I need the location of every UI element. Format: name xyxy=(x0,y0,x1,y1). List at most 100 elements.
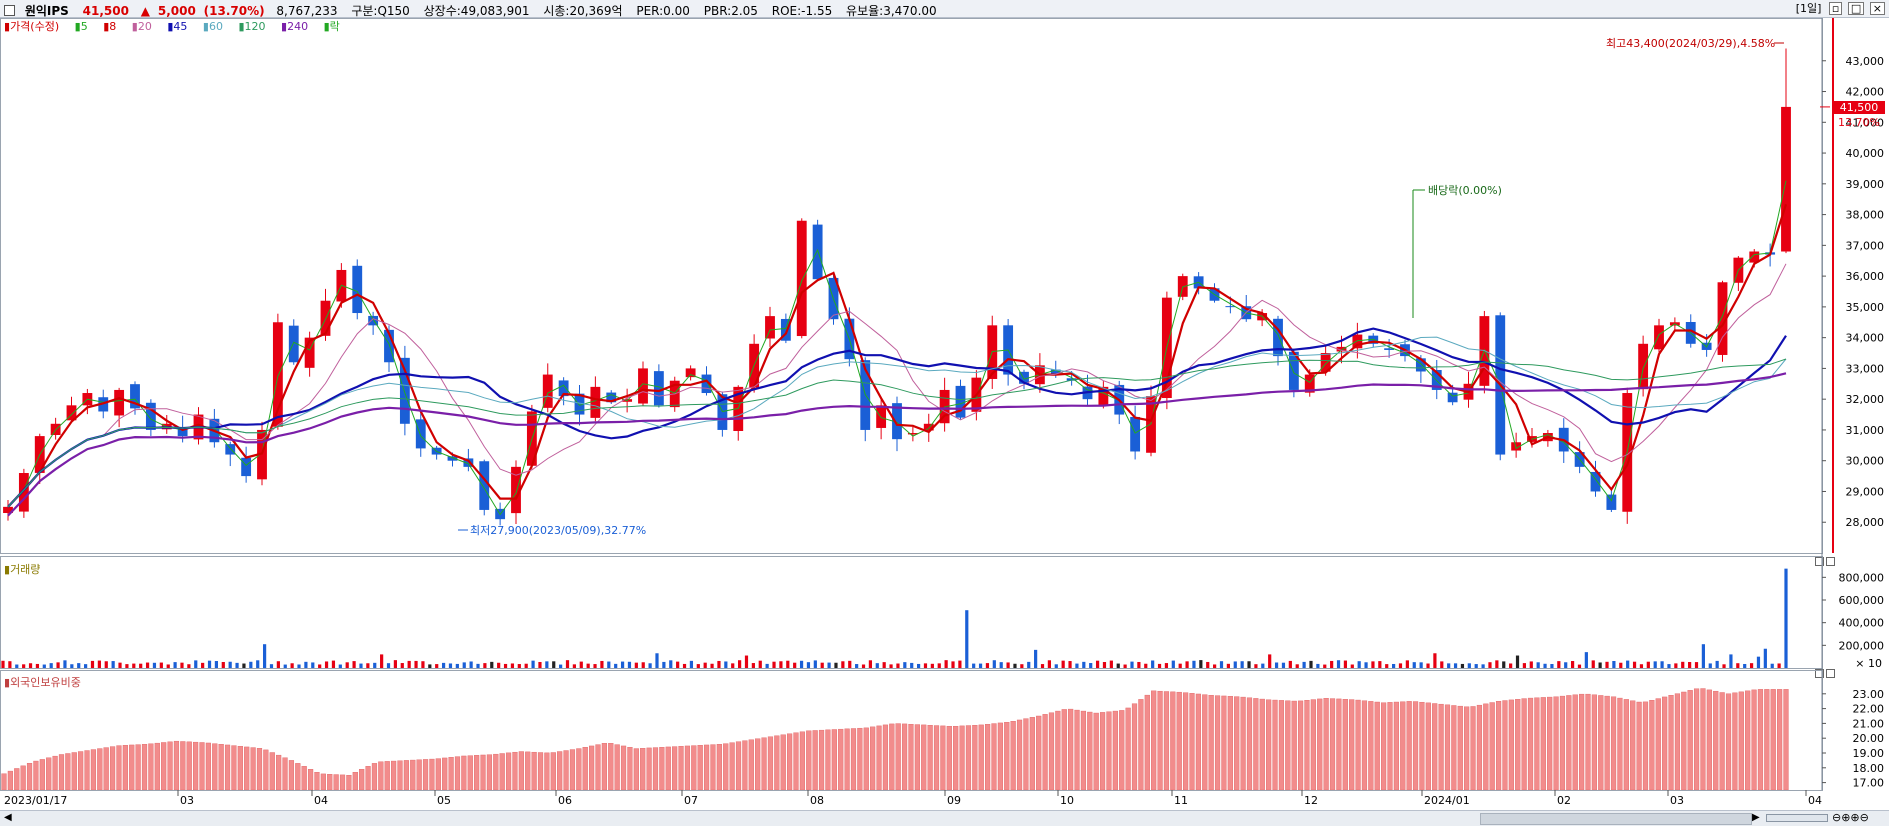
float-label: 유보율:3,470.00 xyxy=(846,4,937,18)
foreign-bar xyxy=(1713,690,1719,791)
volume-bar xyxy=(1157,663,1162,668)
foreign-bar xyxy=(1521,698,1527,791)
volume-bar xyxy=(1440,661,1444,668)
scrollbar[interactable]: ◀ ▶ ⊖⊕⊕⊖ xyxy=(0,810,1889,826)
foreign-bar xyxy=(1432,703,1438,791)
candle-body xyxy=(876,405,887,428)
foreign-bar xyxy=(346,775,352,791)
close-icon[interactable]: × xyxy=(1869,2,1885,15)
foreign-bar xyxy=(505,752,512,791)
price-tick-label: 42,000 xyxy=(1846,86,1885,99)
foreign-bar xyxy=(307,769,314,791)
volume-bar xyxy=(1254,664,1258,668)
volume-bar xyxy=(435,664,439,668)
scroll-thumb[interactable] xyxy=(1480,813,1752,825)
foreign-pane-controls[interactable] xyxy=(1813,669,1835,680)
candle-body xyxy=(288,325,299,363)
volume-value: 8,767,233 xyxy=(276,4,338,18)
candle-body xyxy=(1749,251,1760,263)
ma45-line xyxy=(7,327,1787,508)
candle-body xyxy=(272,322,283,427)
volume-bar xyxy=(441,662,446,668)
volume-bar xyxy=(820,662,824,668)
volume-bar xyxy=(1102,662,1107,668)
foreign-bar xyxy=(946,725,952,791)
foreign-bar xyxy=(1464,706,1470,791)
zoom-icons[interactable]: ⊖⊕⊕⊖ xyxy=(1832,811,1869,824)
volume-pane-controls[interactable] xyxy=(1813,557,1835,568)
foreign-bar xyxy=(365,766,371,791)
volume-bar xyxy=(1323,664,1327,668)
foreign-bar xyxy=(71,752,77,791)
volume-bar xyxy=(1770,663,1774,668)
foreign-bar xyxy=(116,745,122,791)
current-price: 41,500 xyxy=(82,4,129,18)
volume-bar xyxy=(1226,663,1230,668)
volume-bar xyxy=(889,664,893,668)
scroll-right-icon[interactable]: ▶ xyxy=(1752,812,1760,823)
scroll-left-icon[interactable]: ◀ xyxy=(4,812,12,823)
price-tick-label: 28,000 xyxy=(1846,516,1885,529)
volume-bar xyxy=(1577,664,1582,668)
volume-bar xyxy=(152,662,157,668)
foreign-bar xyxy=(537,752,544,791)
foreign-bar xyxy=(767,736,774,791)
foreign-bar xyxy=(1291,700,1297,791)
last-pct-label: 13.70% xyxy=(1838,116,1880,129)
candle-body xyxy=(463,458,474,467)
volume-bar xyxy=(1082,661,1086,668)
x-tick-label: 2023/01/17 xyxy=(4,794,67,807)
stock-name[interactable]: 원익IPS xyxy=(24,4,69,18)
volume-bar xyxy=(166,664,170,668)
minimize-icon[interactable]: ▫ xyxy=(1828,2,1843,15)
volume-bar xyxy=(90,660,95,668)
foreign-bar xyxy=(1617,697,1623,791)
maximize-icon[interactable]: □ xyxy=(1847,2,1865,15)
candle-body xyxy=(3,506,13,514)
candle-body xyxy=(1511,442,1522,451)
volume-bar xyxy=(1151,660,1155,668)
legend-price: ▮가격(수정) xyxy=(4,20,60,33)
candle-body xyxy=(1066,378,1077,381)
foreign-bar xyxy=(1138,699,1144,791)
volume-bar xyxy=(1061,660,1065,668)
foreign-bar xyxy=(1368,701,1374,791)
volume-bar xyxy=(1309,660,1313,668)
volume-bar xyxy=(1398,663,1403,668)
candle-body xyxy=(1304,374,1315,393)
foreign-bar xyxy=(748,739,754,791)
volume-bar xyxy=(1343,660,1348,668)
volume-bar xyxy=(256,660,260,668)
foreign-bar xyxy=(1636,701,1642,791)
price-tick-label: 31,000 xyxy=(1846,424,1885,437)
foreign-bar xyxy=(410,759,416,791)
period-label[interactable]: [1일] xyxy=(1795,2,1822,15)
dividend-annotation: 배당락(0.00%) xyxy=(1428,184,1502,197)
foreign-bar xyxy=(141,744,148,791)
foreign-bar xyxy=(723,743,729,791)
foreign-bar xyxy=(173,740,180,791)
zoom-slider[interactable] xyxy=(1766,814,1828,822)
foreign-bar xyxy=(595,744,601,791)
foreign-bar xyxy=(256,748,263,791)
foreign-bar xyxy=(1329,698,1336,791)
volume-bar xyxy=(1515,655,1520,668)
pbr-label: PBR:2.05 xyxy=(703,4,758,18)
volume-bar xyxy=(490,661,494,668)
price-tick-label: 39,000 xyxy=(1846,178,1885,191)
volume-bar xyxy=(283,664,287,668)
foreign-bar xyxy=(1700,688,1706,791)
market-label: 구분:Q150 xyxy=(351,4,410,18)
volume-bar xyxy=(841,661,845,668)
candle-body xyxy=(717,394,728,430)
foreign-bar xyxy=(1048,712,1055,791)
foreign-bar xyxy=(531,751,537,791)
foreign-bar xyxy=(237,746,243,791)
checkbox[interactable] xyxy=(4,5,15,16)
volume-bar xyxy=(586,663,590,668)
volume-bar xyxy=(1529,661,1533,668)
volume-bar xyxy=(510,663,515,668)
volume-bar xyxy=(923,663,928,668)
foreign-bar xyxy=(780,734,786,791)
